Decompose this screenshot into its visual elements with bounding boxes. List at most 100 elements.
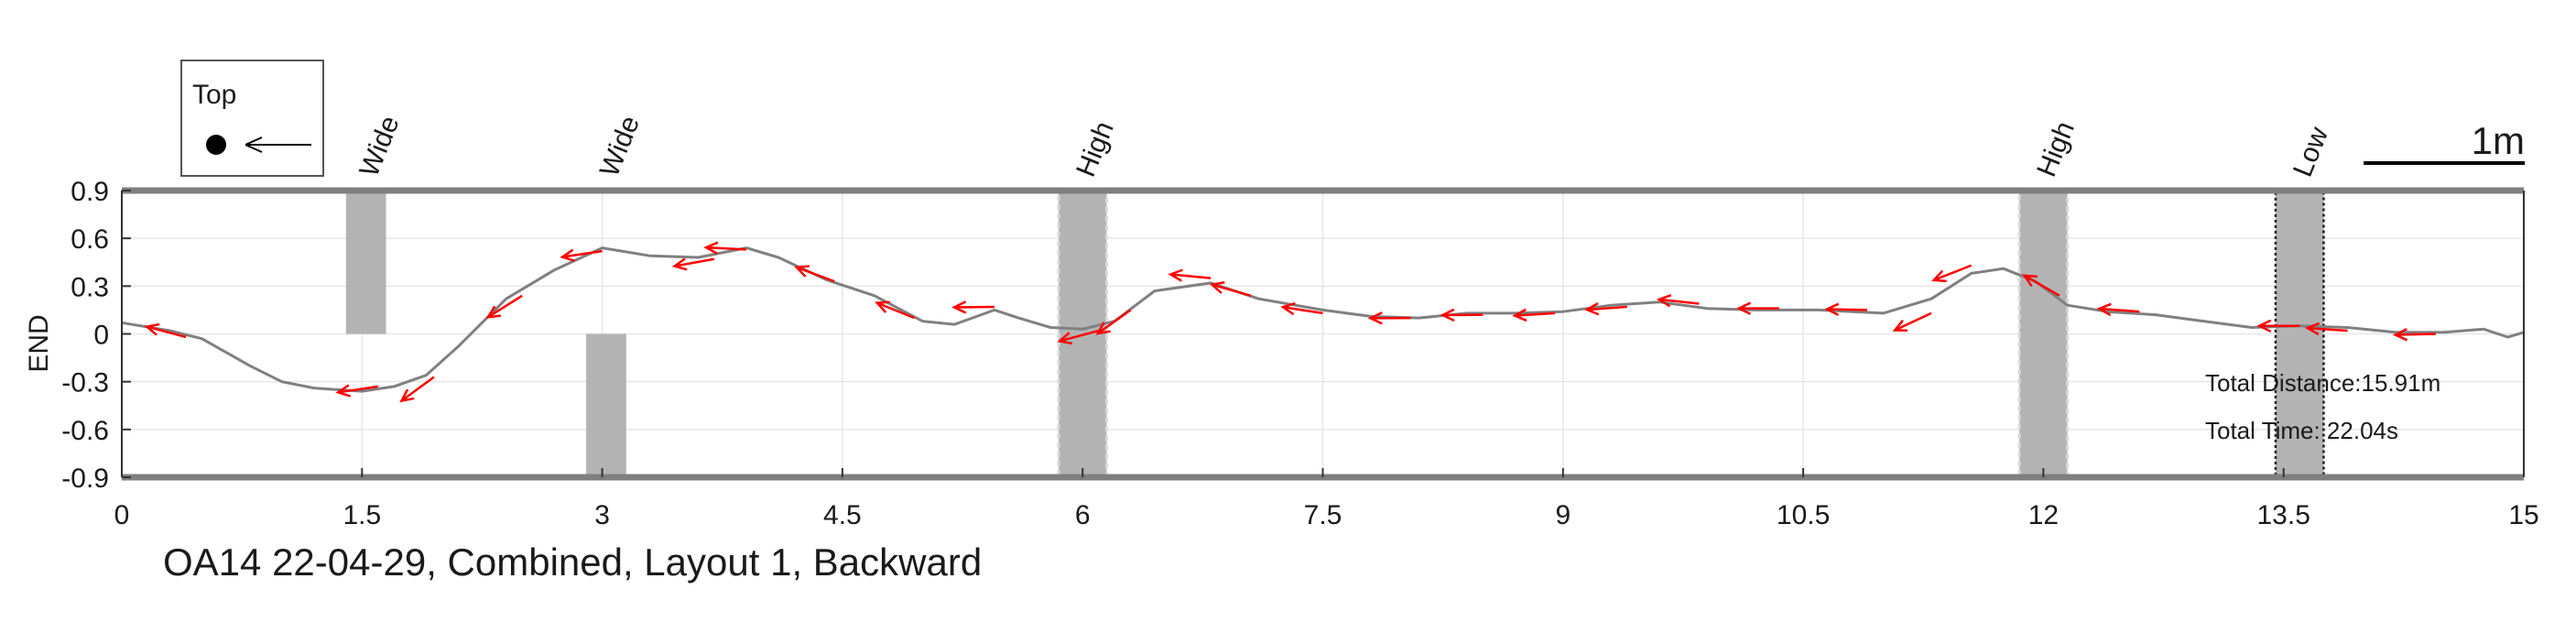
arrow-head bbox=[2256, 319, 2272, 333]
grid-lines bbox=[121, 190, 2525, 478]
arrow-shaft bbox=[796, 266, 835, 283]
zone-label: Wide bbox=[354, 112, 406, 181]
y-axis-label: END bbox=[24, 314, 54, 372]
direction-arrows bbox=[144, 241, 2436, 403]
x-tick-label: 7.5 bbox=[1304, 500, 1342, 530]
legend-title: Top bbox=[192, 80, 236, 110]
direction-arrow bbox=[2256, 319, 2300, 333]
direction-arrow bbox=[1512, 308, 1556, 322]
zone-rect bbox=[345, 191, 386, 334]
x-tick-label: 3 bbox=[594, 500, 610, 530]
arrow-head bbox=[1583, 302, 1600, 316]
legend: Top bbox=[180, 60, 324, 177]
arrow-shaft bbox=[1170, 273, 1212, 279]
legend-dot-icon bbox=[206, 135, 226, 155]
zone-labels: Wide Wide High High Low bbox=[354, 112, 2335, 181]
arrow-shaft bbox=[400, 376, 435, 402]
x-tick-label: 1.5 bbox=[342, 500, 381, 530]
direction-arrow bbox=[1168, 268, 1212, 282]
arrow-head bbox=[1931, 269, 1947, 283]
arrow-shaft bbox=[338, 385, 378, 394]
arrow-head bbox=[794, 265, 810, 278]
arrow-head bbox=[703, 241, 719, 255]
arrow-shaft bbox=[1658, 298, 1700, 305]
legend-arrowhead-icon bbox=[245, 136, 263, 153]
arrow-head bbox=[2304, 322, 2321, 336]
total-distance: Total Distance:15.91m bbox=[2205, 369, 2440, 397]
arrow-head bbox=[1440, 308, 1455, 322]
arrow-head bbox=[2022, 274, 2038, 288]
zone-label: High bbox=[1071, 117, 1120, 181]
direction-arrow bbox=[1095, 309, 1132, 335]
arrow-head bbox=[951, 300, 967, 314]
arrow-shaft bbox=[2307, 326, 2348, 333]
arrow-shaft bbox=[1894, 311, 1932, 332]
arrow-head bbox=[875, 300, 890, 313]
trajectory-path bbox=[121, 246, 2525, 393]
arrow-head bbox=[560, 248, 575, 262]
arrow-head bbox=[671, 257, 688, 271]
arrow-head bbox=[2096, 302, 2112, 317]
arrow-shaft bbox=[1059, 329, 1100, 343]
x-tick-label: 4.5 bbox=[823, 500, 862, 530]
arrow-head bbox=[1168, 268, 1183, 282]
arrow-shaft bbox=[2099, 307, 2140, 313]
arrow-shaft bbox=[147, 325, 187, 339]
zone-rect bbox=[586, 333, 626, 477]
arrow-head bbox=[1735, 301, 1752, 315]
direction-arrow bbox=[1057, 329, 1100, 345]
x-tick-label: 10.5 bbox=[1777, 500, 1830, 530]
arrow-shaft bbox=[1212, 283, 1252, 297]
arrow-shaft bbox=[1515, 311, 1556, 317]
direction-arrow bbox=[1656, 293, 1700, 308]
scale-bar: 1m bbox=[2364, 119, 2525, 165]
arrow-head bbox=[1892, 319, 1908, 332]
arrow-head bbox=[1512, 308, 1527, 322]
direction-arrow bbox=[1583, 302, 1627, 316]
arrow-head bbox=[1656, 293, 1672, 308]
y-tick-label: -0.9 bbox=[61, 464, 109, 494]
arrow-head bbox=[144, 322, 160, 336]
zone-rect bbox=[2017, 189, 2070, 479]
arrow-shaft bbox=[674, 257, 715, 267]
direction-arrow bbox=[144, 322, 187, 339]
x-tick-label: 12 bbox=[2028, 500, 2059, 530]
direction-arrow bbox=[703, 241, 747, 255]
arrow-head bbox=[1824, 302, 1840, 316]
arrow-shaft bbox=[876, 301, 916, 320]
y-tick-label: -0.3 bbox=[61, 368, 109, 398]
arrow-head bbox=[485, 305, 501, 319]
zone-label: Wide bbox=[594, 112, 646, 181]
x-tick-label: 9 bbox=[1555, 500, 1571, 530]
total-time: Total Time: 22.04s bbox=[2205, 417, 2398, 444]
direction-arrow bbox=[2392, 328, 2436, 342]
direction-arrow bbox=[1440, 308, 1484, 322]
arrow-shaft bbox=[2024, 274, 2060, 297]
direction-arrow bbox=[1931, 264, 1973, 283]
arrow-shaft bbox=[487, 294, 523, 319]
arrow-shaft bbox=[1586, 305, 1627, 311]
arrow-head bbox=[1209, 281, 1225, 294]
arrow-shaft bbox=[1097, 309, 1132, 334]
arrow-head bbox=[1367, 311, 1383, 325]
arrow-shaft bbox=[1282, 305, 1323, 315]
x-tick-label: 0 bbox=[114, 500, 130, 530]
y-tick-label: 0.9 bbox=[71, 177, 109, 207]
direction-arrow bbox=[2096, 302, 2140, 317]
y-tick-label: 0 bbox=[93, 321, 109, 351]
arrow-shaft bbox=[561, 249, 603, 258]
arrow-head bbox=[335, 384, 351, 398]
direction-arrow bbox=[1280, 301, 1323, 316]
direction-arrow bbox=[671, 257, 715, 271]
direction-arrow bbox=[875, 300, 916, 320]
direction-arrow bbox=[1824, 302, 1868, 316]
direction-arrow bbox=[560, 248, 603, 262]
arrow-shaft bbox=[954, 305, 995, 309]
x-tick-label: 13.5 bbox=[2257, 500, 2310, 530]
direction-arrow bbox=[335, 384, 378, 398]
arrow-head bbox=[399, 388, 415, 403]
arrow-head bbox=[2392, 328, 2408, 342]
direction-arrow bbox=[951, 300, 995, 314]
arrow-head bbox=[1057, 332, 1073, 345]
